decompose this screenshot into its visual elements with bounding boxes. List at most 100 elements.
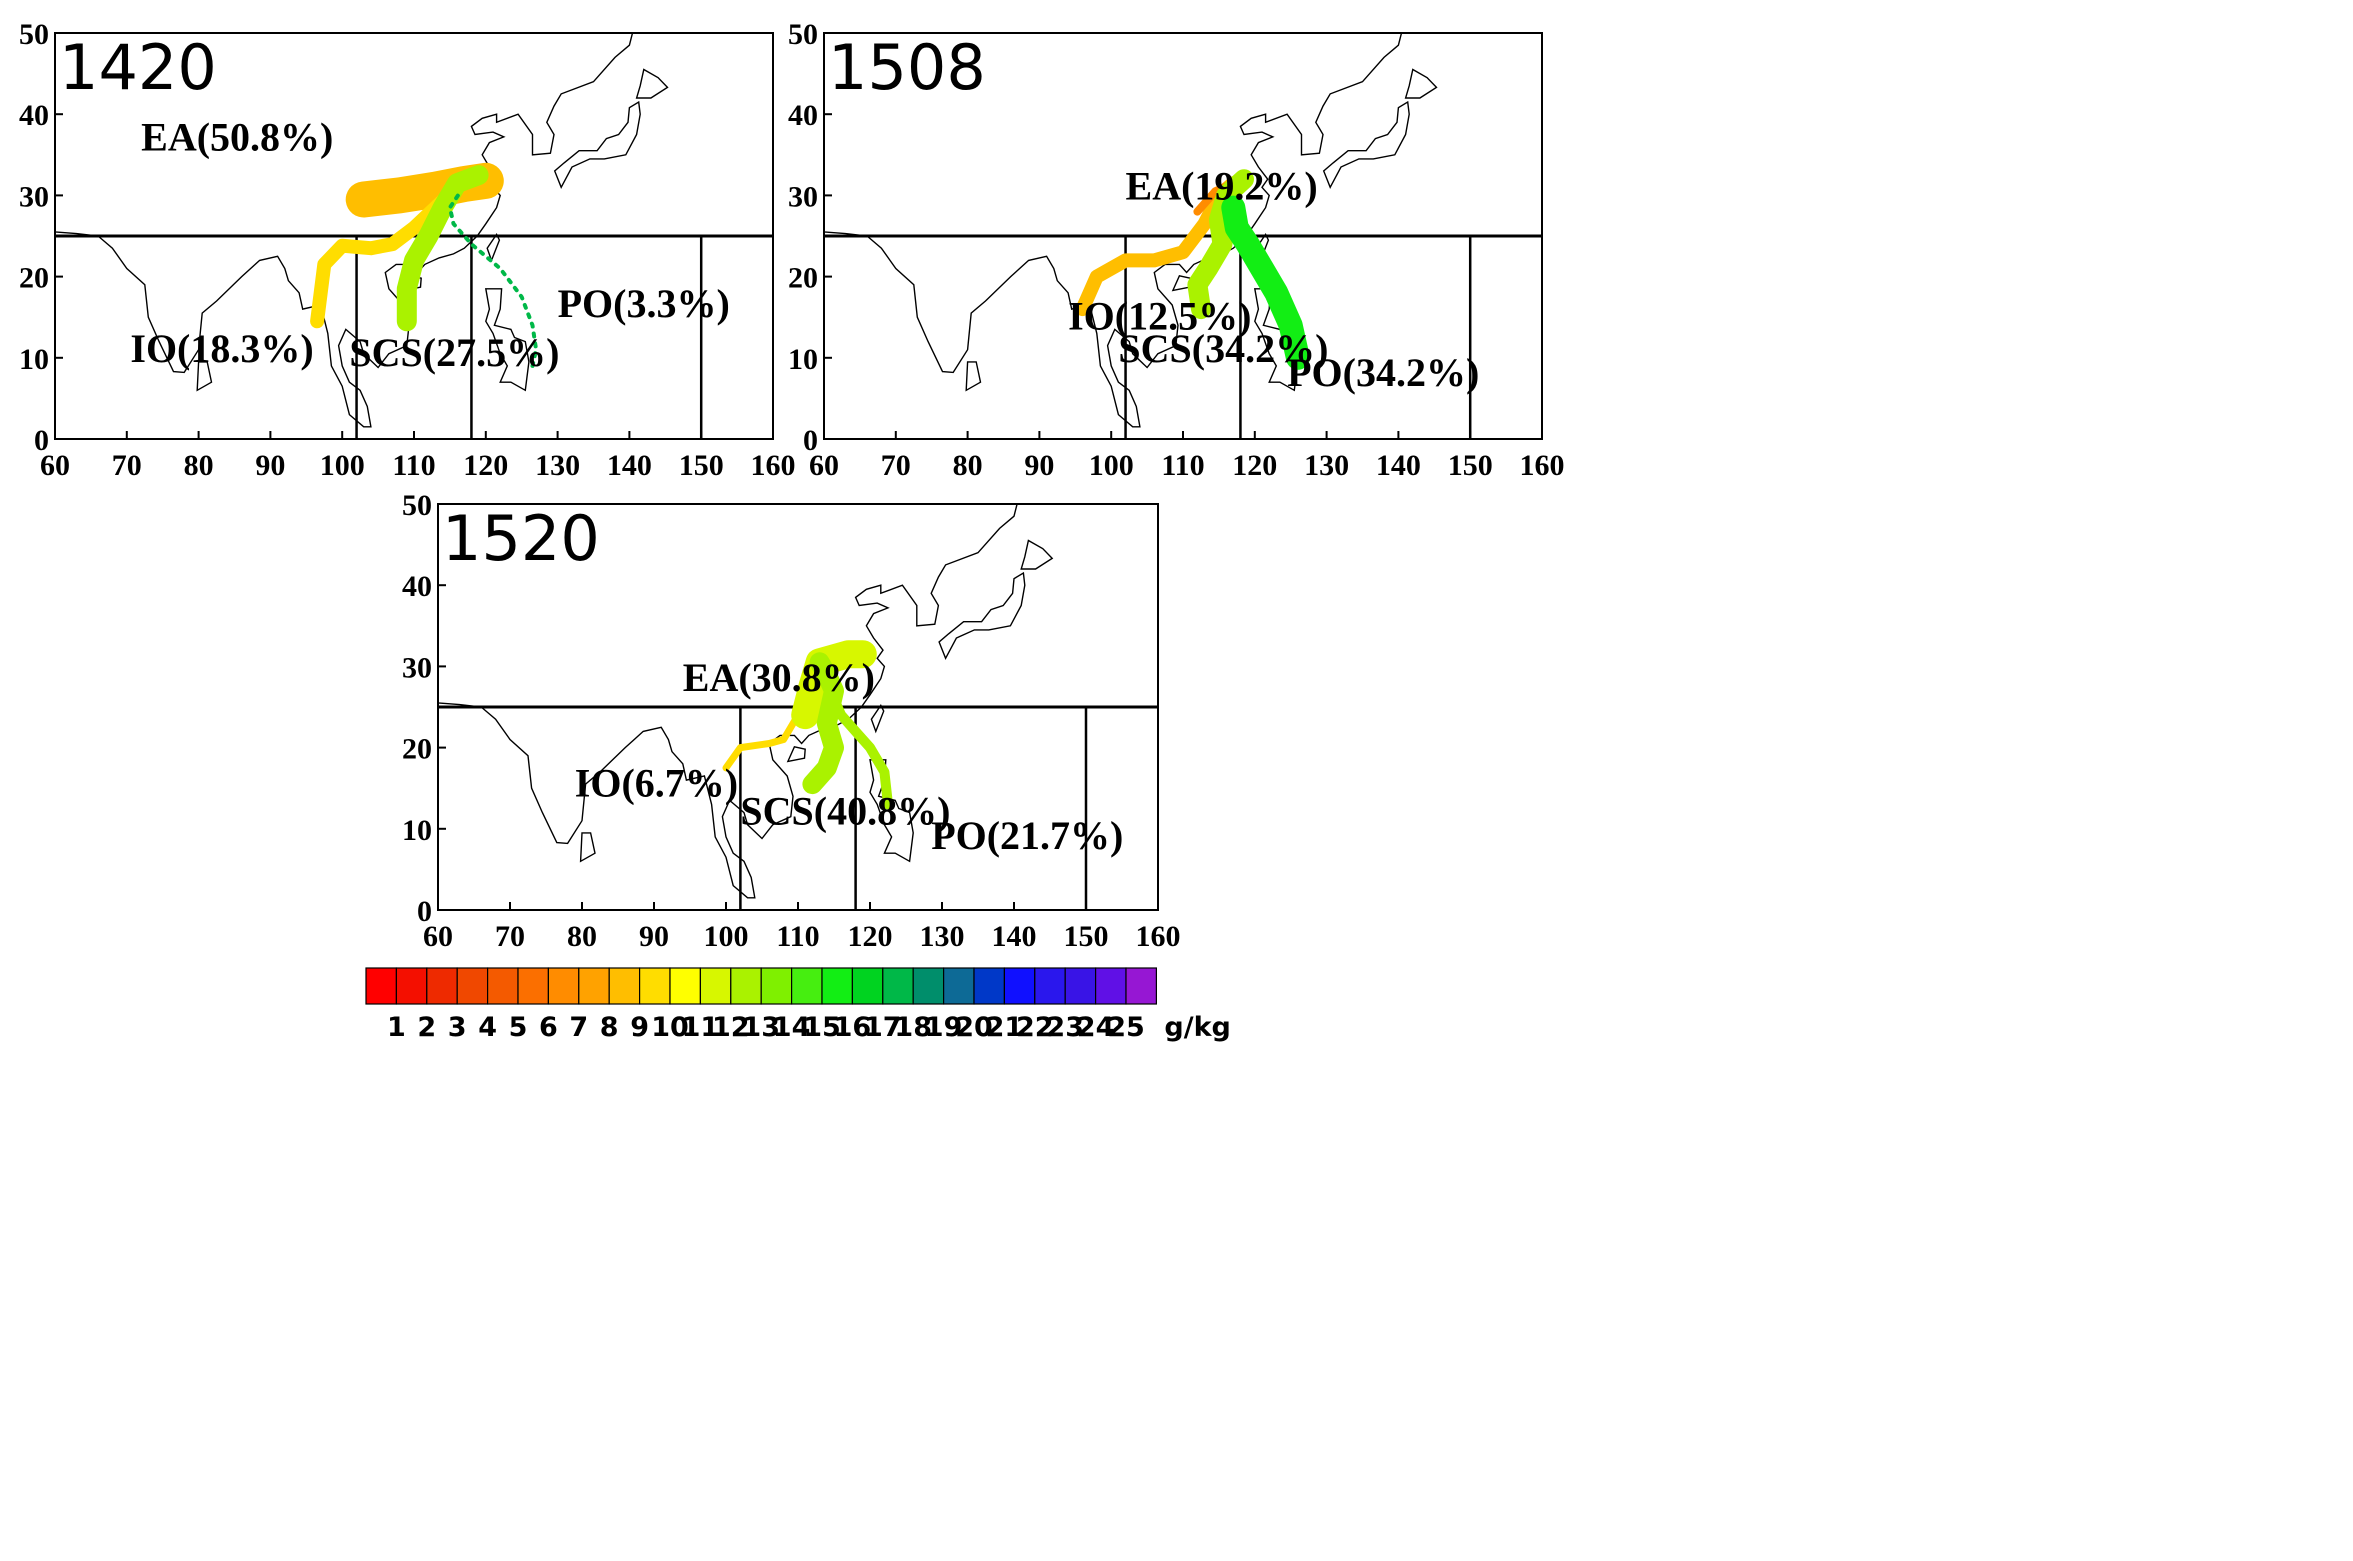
region-labels: EA(30.8%) IO(6.7%)SCS(40.8%)PO(21.7%) xyxy=(575,655,1124,858)
land-outline xyxy=(635,68,669,99)
y-tick-label: 10 xyxy=(402,814,432,847)
y-axis-ticks: 0 10 20 30 40 50 xyxy=(788,18,832,457)
panel-1420: 60 70 80 90 100 110 120 130 140 150 160 0 10 20 30 40 5… xyxy=(19,18,796,482)
colorbar-tick-label: 1 xyxy=(387,1012,406,1043)
trajectory-scs xyxy=(802,652,844,795)
region-labels: EA(19.2%) IO(12.5%)SCS(34.2%)PO(34.2%) xyxy=(1068,163,1479,395)
x-axis-ticks: 60 70 80 90 100 110 120 130 140 150 160 xyxy=(40,431,796,482)
region-label-po: PO(34.2%) xyxy=(1287,350,1479,395)
y-tick-label: 30 xyxy=(19,180,49,213)
region-label-scs: SCS(34.2%) xyxy=(1118,326,1328,371)
colorbar-cell xyxy=(638,967,671,1005)
source-region-boundaries xyxy=(824,234,1542,439)
case-id: 1520 xyxy=(442,502,600,575)
x-tick-label: 160 xyxy=(1520,449,1565,482)
y-tick-label: 0 xyxy=(803,424,818,457)
colorbar-cell xyxy=(517,967,549,1005)
colorbar-tick-label: 3 xyxy=(448,1012,467,1043)
x-tick-label: 100 xyxy=(320,449,365,482)
land-outline xyxy=(824,33,1403,428)
land-outline xyxy=(786,745,806,763)
x-tick-label: 150 xyxy=(1064,920,1109,953)
x-tick-label: 80 xyxy=(567,920,597,953)
colorbar-cell xyxy=(426,967,458,1005)
colorbar-cell xyxy=(821,967,853,1005)
colorbar-tick-label: 12 xyxy=(712,1012,750,1043)
colorbar-cell xyxy=(1064,967,1097,1005)
colorbar-cell xyxy=(365,967,397,1005)
region-label-io: IO(18.3%) xyxy=(130,326,313,371)
y-tick-label: 40 xyxy=(402,570,432,603)
colorbar-tick-label: 9 xyxy=(630,1012,649,1043)
x-tick-label: 140 xyxy=(992,920,1037,953)
x-tick-label: 110 xyxy=(776,920,819,953)
land-outline xyxy=(486,233,501,263)
x-tick-label: 80 xyxy=(953,449,983,482)
region-label-ea: EA(30.8%) xyxy=(683,655,875,700)
region-label-io: IO(6.7%) xyxy=(575,760,738,805)
case-id: 1420 xyxy=(59,31,217,104)
land-outline xyxy=(55,33,634,428)
region-label-scs: SCS(40.8%) xyxy=(740,789,950,834)
y-tick-label: 50 xyxy=(402,489,432,522)
x-tick-label: 150 xyxy=(679,449,724,482)
case-id: 1508 xyxy=(828,31,986,104)
x-tick-label: 90 xyxy=(639,920,669,953)
y-tick-label: 30 xyxy=(402,651,432,684)
x-tick-label: 70 xyxy=(881,449,911,482)
moisture-trajectories xyxy=(310,162,539,368)
land-outline xyxy=(553,100,641,189)
y-tick-label: 30 xyxy=(788,180,818,213)
colorbar-cell xyxy=(1094,967,1127,1005)
land-outline xyxy=(1253,288,1299,392)
y-tick-label: 0 xyxy=(417,895,432,928)
colorbar-tick-label: 5 xyxy=(509,1012,528,1043)
y-tick-label: 40 xyxy=(788,99,818,132)
colorbar-cell xyxy=(760,967,793,1005)
colorbar-tick-label: 22 xyxy=(1016,1012,1054,1043)
colorbar-cell xyxy=(790,967,823,1005)
y-tick-label: 20 xyxy=(402,733,432,766)
coastline xyxy=(438,504,1054,899)
y-axis-ticks: 0 10 20 30 40 50 xyxy=(402,489,446,928)
region-label-po: PO(3.3%) xyxy=(558,281,730,326)
region-labels: EA(50.8%) IO(18.3%) SCS(27.5%)PO(3.3%) xyxy=(130,115,729,375)
x-tick-label: 70 xyxy=(112,449,142,482)
colorbar-tick-label: 18 xyxy=(894,1012,932,1043)
land-outline xyxy=(869,759,914,863)
x-tick-label: 70 xyxy=(495,920,525,953)
x-tick-label: 100 xyxy=(1089,449,1134,482)
colorbar-tick-label: 8 xyxy=(600,1012,619,1043)
region-label-ea: EA(19.2%) xyxy=(1126,163,1318,208)
x-tick-label: 160 xyxy=(1136,920,1181,953)
x-tick-label: 130 xyxy=(535,449,580,482)
colorbar: 1 2 3 4 5 6 7 8 9 1011121314151617181920212223242… xyxy=(365,967,1231,1043)
land-outline xyxy=(438,504,1018,899)
colorbar-cell xyxy=(669,967,701,1005)
x-tick-label: 100 xyxy=(704,920,749,953)
y-tick-label: 20 xyxy=(19,262,49,295)
colorbar-tick-label: 6 xyxy=(539,1012,558,1043)
colorbar-tick-label: 14 xyxy=(773,1012,811,1043)
colorbar-cell xyxy=(456,967,489,1005)
y-tick-label: 10 xyxy=(788,343,818,376)
x-tick-label: 140 xyxy=(1376,449,1421,482)
colorbar-tick-label: 17 xyxy=(864,1012,902,1043)
colorbar-tick-label: 15 xyxy=(803,1012,841,1043)
x-tick-label: 120 xyxy=(463,449,508,482)
colorbar-tick-label: 11 xyxy=(682,1012,720,1043)
x-tick-label: 110 xyxy=(392,449,435,482)
x-tick-label: 80 xyxy=(184,449,214,482)
colorbar-tick-label: 16 xyxy=(834,1012,872,1043)
land-outline xyxy=(484,288,530,392)
colorbar-cells xyxy=(365,967,1157,1005)
colorbar-unit: g/kg xyxy=(1164,1012,1230,1043)
trajectory-po xyxy=(1221,195,1310,370)
panel-1508: 60 70 80 90 100 110 120 130 140 150 160 0 10 20 30 40 5… xyxy=(788,18,1565,482)
region-label-io: IO(12.5%) xyxy=(1068,293,1251,338)
x-tick-label: 130 xyxy=(920,920,965,953)
colorbar-cell xyxy=(699,967,732,1005)
moisture-trajectories xyxy=(722,640,893,810)
y-tick-label: 20 xyxy=(788,262,818,295)
